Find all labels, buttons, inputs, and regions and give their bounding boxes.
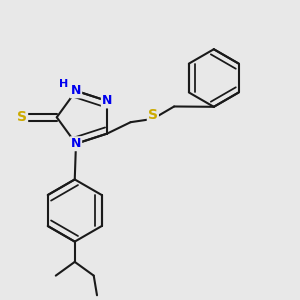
Text: N: N — [102, 94, 112, 107]
Text: N: N — [71, 84, 81, 97]
Text: S: S — [17, 110, 27, 124]
Text: H: H — [59, 79, 68, 89]
Text: S: S — [148, 108, 158, 122]
Text: N: N — [71, 137, 81, 150]
